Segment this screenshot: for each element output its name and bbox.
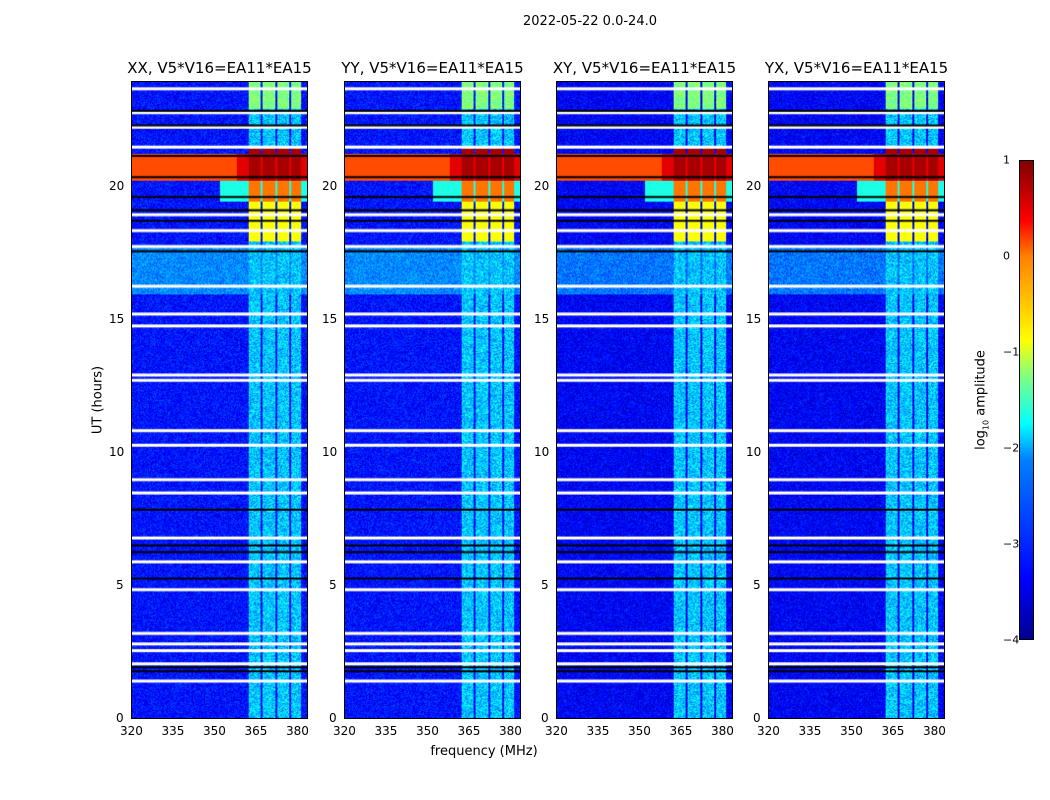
x-tick-label: 350 — [627, 724, 651, 738]
y-tick-label: 10 — [322, 445, 338, 460]
spectrogram-panel-1 — [344, 81, 521, 719]
y-tick-label: 10 — [746, 445, 762, 460]
x-tick-label: 380 — [285, 724, 309, 738]
y-tick-label: 10 — [534, 445, 550, 460]
y-tick-label: 20 — [534, 179, 550, 194]
figure-title: 2022-05-22 0.0-24.0 — [523, 14, 657, 29]
heatmap — [557, 82, 732, 718]
x-tick-label: 365 — [457, 724, 481, 738]
y-tick-label: 0 — [116, 711, 124, 725]
x-tick-label: 335 — [798, 724, 822, 738]
x-tick-label: 335 — [374, 724, 398, 738]
colorbar-tick-label: −4 — [1003, 633, 1020, 647]
y-tick-label: 0 — [329, 711, 337, 725]
y-axis-label: UT (hours) — [90, 365, 106, 435]
y-tick-label: 5 — [329, 578, 337, 593]
colorbar-tick-label: −3 — [1003, 537, 1020, 551]
x-tick-label: 380 — [498, 724, 522, 738]
y-tick-label: 10 — [109, 445, 125, 460]
y-tick-label: 15 — [746, 312, 762, 327]
y-tick-label: 5 — [753, 578, 761, 593]
x-axis-label: frequency (MHz) — [430, 744, 538, 759]
colorbar-tick-label: −1 — [1003, 345, 1020, 359]
x-tick-label: 365 — [881, 724, 905, 738]
x-tick-label: 365 — [669, 724, 693, 738]
colorbar-tick-label: −2 — [1003, 441, 1020, 455]
panel-title: YY, V5*V16=EA11*EA15 — [341, 59, 524, 77]
y-tick-label: 20 — [746, 179, 762, 194]
spectrogram-panel-2 — [556, 81, 733, 719]
y-tick-label: 15 — [534, 312, 550, 327]
y-tick-label: 5 — [541, 578, 549, 593]
colorbar-label: log10 amplitude — [973, 350, 991, 450]
x-tick-label: 365 — [244, 724, 268, 738]
x-tick-label: 380 — [710, 724, 734, 738]
spectrogram-panel-0 — [131, 81, 308, 719]
panel-title: XX, V5*V16=EA11*EA15 — [127, 59, 312, 77]
colorbar — [1019, 160, 1034, 640]
y-tick-label: 15 — [109, 312, 125, 327]
x-tick-label: 350 — [415, 724, 439, 738]
x-tick-label: 320 — [545, 724, 568, 738]
x-tick-label: 350 — [839, 724, 863, 738]
x-tick-label: 320 — [333, 724, 356, 738]
x-tick-label: 320 — [120, 724, 143, 738]
y-tick-label: 5 — [116, 578, 124, 593]
x-tick-label: 335 — [586, 724, 610, 738]
y-tick-label: 20 — [109, 179, 125, 194]
heatmap — [132, 82, 307, 718]
y-tick-label: 0 — [541, 711, 549, 725]
y-tick-label: 15 — [322, 312, 338, 327]
spectrogram-panel-3 — [768, 81, 945, 719]
panel-title: YX, V5*V16=EA11*EA15 — [764, 59, 949, 77]
x-tick-label: 335 — [161, 724, 185, 738]
colorbar-tick-label: 1 — [1003, 153, 1010, 167]
y-tick-label: 0 — [753, 711, 761, 725]
heatmap — [769, 82, 944, 718]
x-tick-label: 350 — [202, 724, 226, 738]
colorbar-tick-label: 0 — [1003, 249, 1010, 263]
x-tick-label: 380 — [922, 724, 946, 738]
heatmap — [345, 82, 520, 718]
y-tick-label: 20 — [322, 179, 338, 194]
panel-title: XY, V5*V16=EA11*EA15 — [552, 59, 737, 77]
x-tick-label: 320 — [757, 724, 780, 738]
